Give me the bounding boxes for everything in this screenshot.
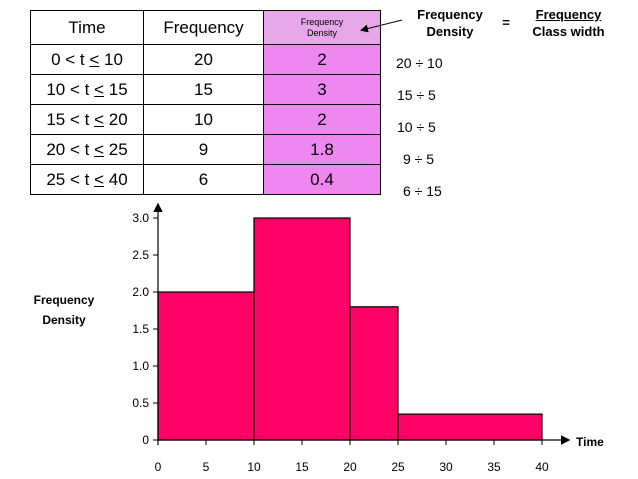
chart-ticks: 0 5 10 15 20 25 30 35 40 0 0.5 1.0 1.5 2.0 2.5 3.0 [132, 211, 549, 474]
time-le: < [94, 139, 105, 159]
time-cell: 15 < t < 20 [30, 104, 144, 135]
time-cell: 20 < t < 25 [30, 134, 144, 165]
table-row: 25 < t < 40 6 0.4 [30, 164, 381, 195]
calculation-2: 15 ÷ 5 [397, 87, 436, 103]
table-row: 10 < t < 15 15 3 [30, 74, 381, 105]
time-hi: 20 [104, 109, 128, 129]
formula-lhs-line1: Frequency [417, 7, 483, 22]
calculation-3: 10 ÷ 5 [397, 119, 436, 135]
y-tick-label: 2.5 [132, 248, 149, 262]
density-formula-lhs: Frequency Density [405, 6, 495, 40]
density-cell: 0.4 [263, 164, 381, 195]
frequency-table: Time Frequency Frequency Density 0 < t <… [30, 10, 381, 195]
time-op: < t [65, 79, 95, 99]
frequency-header: Frequency [143, 10, 264, 45]
formula-equals: = [502, 15, 510, 30]
table-row: 15 < t < 20 10 2 [30, 104, 381, 135]
time-hi: 10 [99, 49, 123, 69]
time-le: < [89, 49, 100, 69]
time-le: < [94, 79, 105, 99]
density-cell: 3 [263, 74, 381, 105]
time-op: < t [65, 169, 95, 189]
density-header-line1: Frequency [300, 16, 344, 27]
time-lo: 15 [46, 109, 66, 129]
formula-denominator: Class width [532, 24, 605, 39]
time-hi: 15 [104, 79, 128, 99]
y-axis-title-line2: Density [42, 313, 86, 327]
x-axis-title: Time [576, 435, 604, 449]
time-lo: 25 [46, 169, 66, 189]
formula-arrow [360, 19, 403, 33]
y-tick-label: 0 [142, 433, 149, 447]
y-tick-label: 0.5 [132, 396, 149, 410]
x-tick-label: 5 [203, 460, 210, 474]
y-tick-label: 3.0 [132, 211, 149, 225]
calculation-1: 20 ÷ 10 [396, 55, 443, 71]
time-le: < [94, 109, 105, 129]
y-axis-title-line1: Frequency [34, 293, 95, 307]
table-header-row: Time Frequency Frequency Density [30, 10, 381, 45]
time-hi: 25 [104, 139, 128, 159]
time-cell: 0 < t < 10 [30, 44, 144, 75]
x-tick-label: 25 [391, 460, 405, 474]
histogram-bar-1 [157, 291, 255, 441]
calculation-4: 9 ÷ 5 [403, 151, 435, 167]
chart-axes [153, 202, 571, 445]
time-lo: 0 [51, 49, 61, 69]
time-op: < t [60, 49, 90, 69]
density-header: Frequency Density [263, 10, 381, 45]
time-cell: 25 < t < 40 [30, 164, 144, 195]
time-header: Time [30, 10, 144, 45]
frequency-cell: 15 [143, 74, 264, 105]
x-tick-label: 30 [439, 460, 453, 474]
histogram-bar-2 [253, 217, 351, 441]
density-cell: 2 [263, 104, 381, 135]
table-body: 0 < t < 10 20 2 10 < t < 15 15 3 15 < t < 20 10… [30, 44, 381, 195]
x-tick-label: 40 [535, 460, 549, 474]
time-op: < t [65, 109, 95, 129]
histogram-bar-3 [349, 306, 399, 441]
frequency-cell: 10 [143, 104, 264, 135]
formula-numerator: Frequency [535, 7, 602, 22]
formula-lhs-line2: Density [426, 24, 474, 39]
time-lo: 20 [46, 139, 66, 159]
x-tick-label: 15 [295, 460, 309, 474]
y-tick-label: 2.0 [132, 285, 149, 299]
time-op: < t [65, 139, 95, 159]
y-tick-label: 1.5 [132, 322, 149, 336]
time-le: < [94, 169, 105, 189]
y-tick-label: 1.0 [132, 359, 149, 373]
time-hi: 40 [104, 169, 128, 189]
x-tick-label: 20 [343, 460, 357, 474]
frequency-cell: 6 [143, 164, 264, 195]
table-row: 0 < t < 10 20 2 [30, 44, 381, 75]
calculation-5: 6 ÷ 15 [403, 183, 442, 199]
x-tick-label: 0 [155, 460, 162, 474]
histogram-bar-4 [397, 413, 543, 441]
density-cell: 2 [263, 44, 381, 75]
time-cell: 10 < t < 15 [30, 74, 144, 105]
x-tick-label: 35 [487, 460, 501, 474]
histogram-bars [157, 217, 543, 441]
table-row: 20 < t < 25 9 1.8 [30, 134, 381, 165]
x-tick-label: 10 [247, 460, 261, 474]
density-cell: 1.8 [263, 134, 381, 165]
density-formula-rhs: Frequency Class width [516, 6, 621, 40]
time-lo: 10 [46, 79, 66, 99]
density-header-line2: Density [306, 27, 337, 38]
